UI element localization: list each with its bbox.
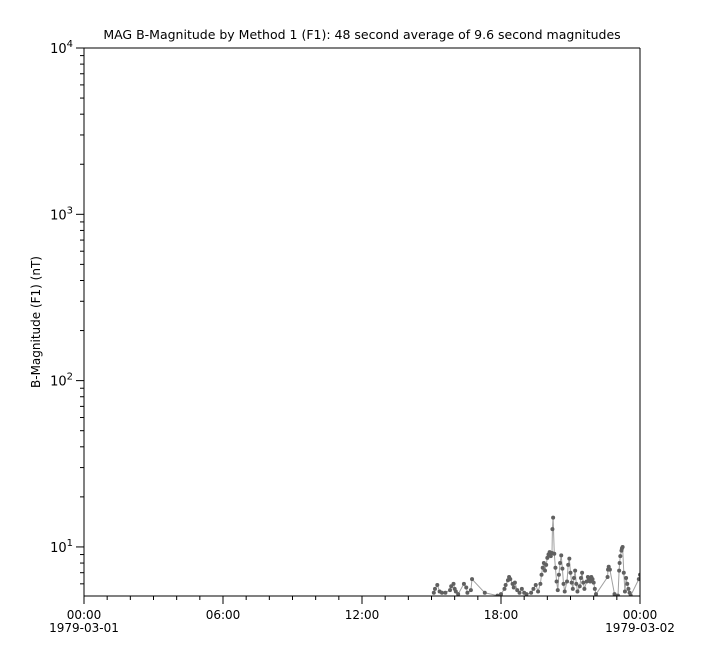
data-point [561, 581, 566, 586]
data-point [552, 551, 557, 556]
data-point [470, 577, 475, 582]
y-axis-label: B-Magnitude (F1) (nT) [29, 256, 43, 388]
data-point [621, 570, 626, 575]
data-point [519, 586, 524, 591]
data-point [582, 586, 587, 591]
data-point [591, 580, 596, 585]
data-point [499, 592, 503, 596]
data-point [590, 577, 595, 582]
data-point [456, 592, 461, 596]
data-point [605, 574, 610, 579]
data-point [443, 590, 448, 595]
data-point [593, 592, 598, 596]
data-point [573, 568, 578, 573]
data-point [612, 592, 617, 596]
x-tick-date-label: 1979-03-02 [605, 621, 675, 635]
data-point [465, 590, 470, 595]
data-point [581, 580, 586, 585]
data-point [502, 586, 507, 591]
data-point [551, 515, 556, 520]
data-point [531, 586, 536, 591]
data-point [567, 556, 572, 561]
data-point [592, 586, 597, 591]
data-point [508, 577, 513, 582]
data-point [439, 590, 444, 595]
y-tick-label: 103 [50, 205, 73, 223]
data-point [553, 565, 558, 570]
data-point [536, 589, 541, 594]
data-point [571, 576, 576, 581]
data-point [636, 577, 640, 582]
data-point [448, 588, 453, 593]
x-tick-label: 18:00 [484, 608, 519, 622]
y-tick-label: 104 [50, 39, 73, 57]
data-point [574, 581, 579, 586]
data-point [482, 590, 487, 595]
data-point [431, 590, 436, 595]
data-point [617, 561, 622, 566]
data-point [580, 570, 585, 575]
data-point [568, 570, 573, 575]
data-point [464, 585, 469, 590]
data-point [453, 589, 458, 594]
x-tick-label: 00:00 [623, 608, 658, 622]
data-point [556, 572, 561, 577]
data-point [617, 568, 622, 573]
x-tick-label: 00:00 [67, 608, 102, 622]
data-point [435, 583, 440, 588]
data-point [468, 588, 473, 593]
data-point [577, 584, 582, 589]
x-tick-date-label: 1979-03-01 [49, 621, 119, 635]
data-point [503, 583, 508, 588]
data-point [607, 567, 612, 572]
data-point [565, 579, 570, 584]
chart-title: MAG B-Magnitude by Method 1 (F1): 48 sec… [103, 27, 620, 42]
data-point [555, 588, 560, 593]
data-point [562, 589, 567, 594]
data-point [533, 583, 538, 588]
data-point [512, 580, 517, 585]
data-point [538, 581, 543, 586]
x-tick-label: 06:00 [206, 608, 241, 622]
data-point [517, 590, 522, 595]
data-point [560, 566, 565, 571]
data-point [544, 562, 549, 567]
data-point [624, 576, 629, 581]
data-point [566, 562, 571, 567]
data-point [626, 586, 631, 591]
data-point [550, 527, 555, 532]
data-point [622, 589, 627, 594]
data-point [543, 568, 548, 573]
x-tick-label: 12:00 [345, 608, 380, 622]
data-point [529, 590, 534, 595]
data-point [548, 554, 553, 559]
data-point [511, 585, 516, 590]
y-tick-label: 101 [50, 538, 73, 556]
data-point [628, 593, 633, 596]
data-point [620, 544, 625, 549]
data-point [625, 581, 630, 586]
data-point [545, 555, 550, 560]
data-point [540, 565, 545, 570]
data-point [432, 586, 437, 591]
data-point [570, 586, 575, 591]
data-point [558, 561, 563, 566]
data-point [461, 581, 466, 586]
data-point [495, 593, 500, 596]
data-point [569, 580, 574, 585]
plot-area [431, 515, 640, 596]
data-point [539, 572, 544, 577]
data-point [524, 592, 529, 596]
data-point [615, 593, 620, 596]
data-point [578, 576, 583, 581]
data-point [451, 581, 456, 586]
data-point [515, 588, 520, 593]
data-point [575, 589, 580, 594]
y-tick-label: 102 [50, 372, 73, 390]
data-point [559, 553, 564, 558]
data-point [618, 554, 623, 559]
data-point [554, 579, 559, 584]
